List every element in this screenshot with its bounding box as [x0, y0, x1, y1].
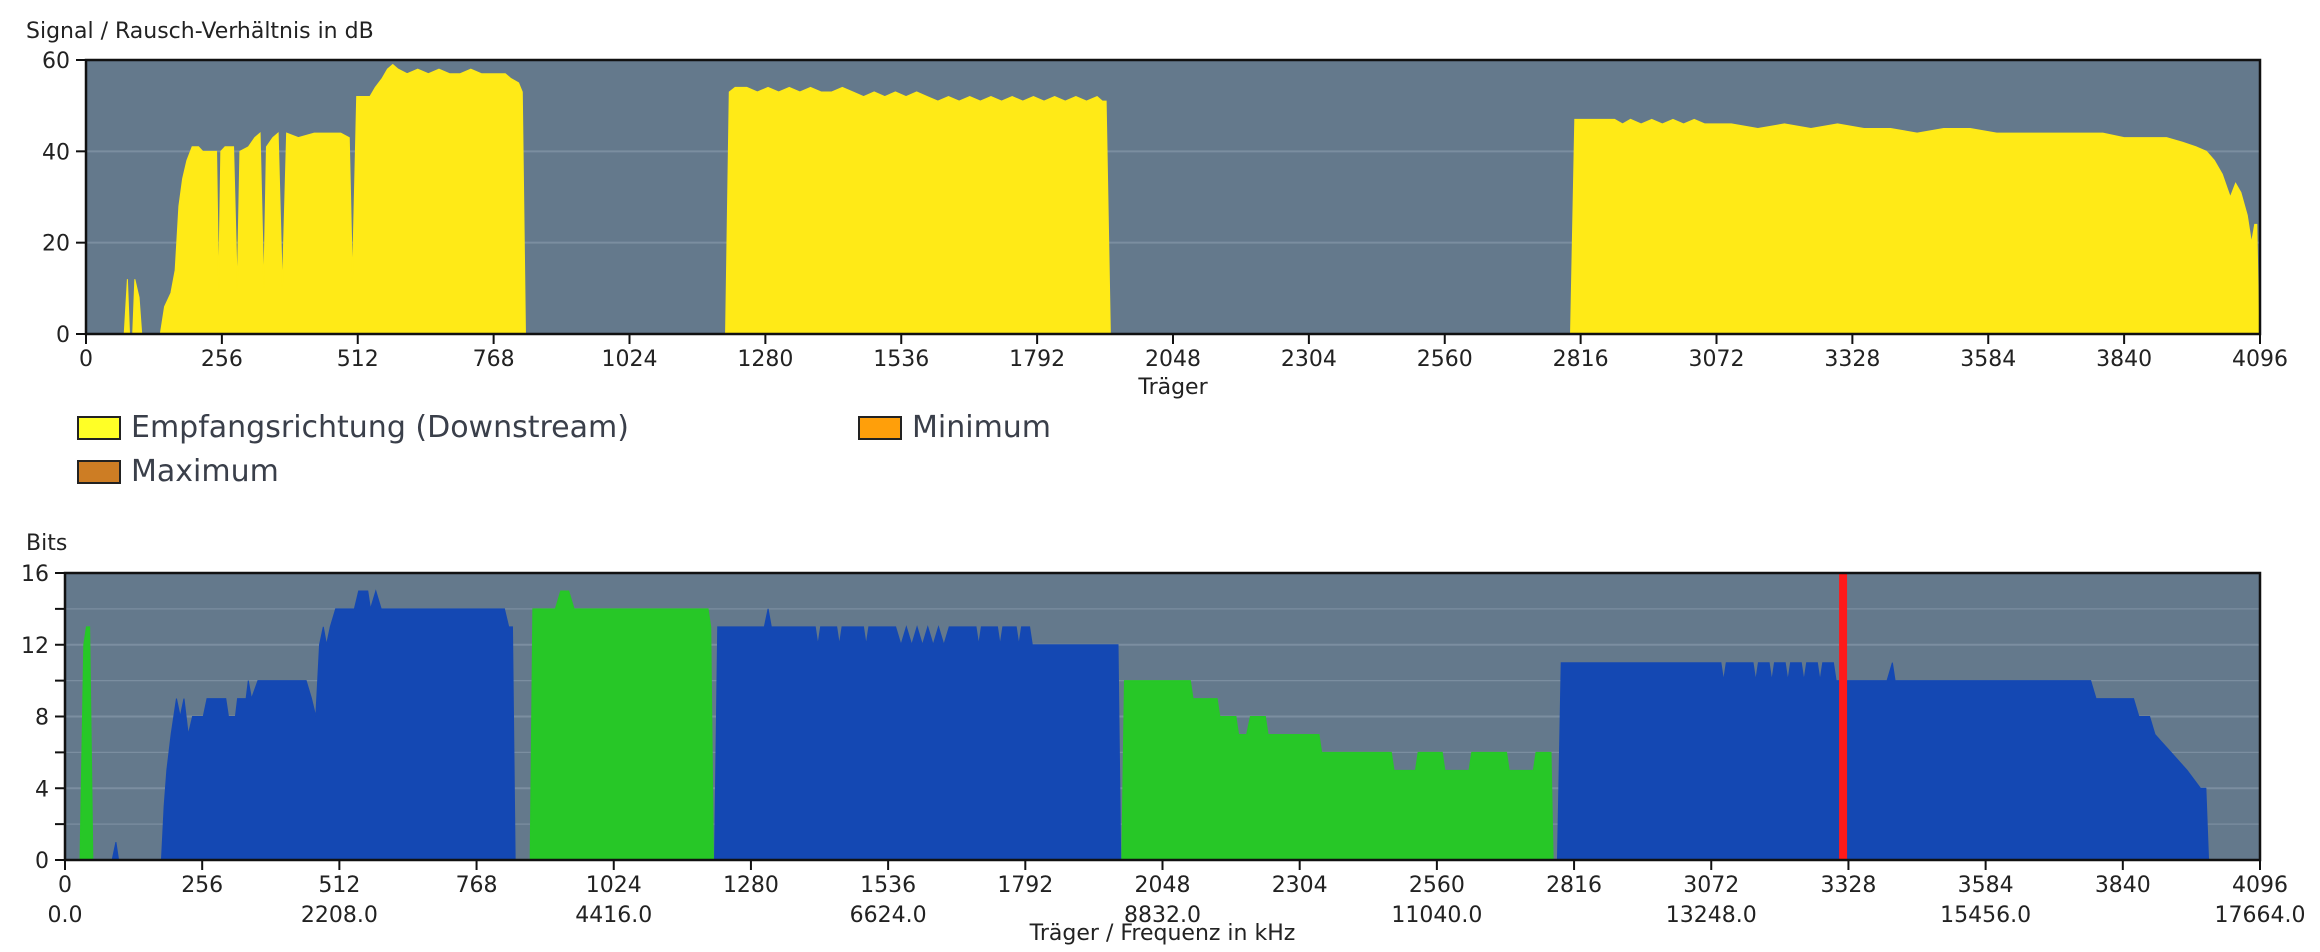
x-tick-label: 768	[456, 873, 498, 898]
x-tick-label: 2304	[1281, 347, 1337, 372]
legend-downstream-label: Empfangsrichtung (Downstream)	[131, 410, 629, 445]
y-tick-label: 16	[21, 562, 49, 587]
x-tick-label: 4096	[2232, 347, 2288, 372]
y-tick-label: 20	[42, 232, 70, 257]
x-tick-label-frequency: 8832.0	[1124, 903, 1201, 928]
x-tick-label-frequency: 17664.0	[2215, 903, 2306, 928]
x-tick-label: 3840	[2096, 347, 2152, 372]
x-tick-label: 2560	[1417, 347, 1473, 372]
x-tick-label-frequency: 15456.0	[1940, 903, 2031, 928]
y-tick-label: 60	[42, 49, 70, 74]
x-tick-label: 2816	[1553, 347, 1609, 372]
legend-maximum-swatch	[77, 459, 121, 484]
x-tick-label: 1536	[873, 347, 929, 372]
snr-chart: 0 20 40 60 0 256 512 768 1024 1280 1536 1792 2048 230…	[26, 19, 2288, 400]
x-tick-label-frequency: 0.0	[48, 903, 83, 928]
x-tick-label: 256	[201, 347, 243, 372]
x-tick-label: 1536	[860, 873, 916, 898]
legend-minimum-swatch	[858, 415, 902, 440]
x-tick-label-frequency: 6624.0	[850, 903, 927, 928]
y-axis-title: Signal / Rausch-Verhältnis in dB	[26, 19, 374, 44]
x-tick-label-frequency: 2208.0	[301, 903, 378, 928]
legend-maximum: Maximum	[77, 454, 279, 489]
y-tick-label: 4	[35, 777, 49, 802]
x-tick-label: 512	[337, 347, 379, 372]
x-tick-label: 2816	[1546, 873, 1602, 898]
x-tick-label: 2048	[1145, 347, 1201, 372]
legend-minimum-label: Minimum	[912, 410, 1052, 445]
x-tick-label: 2048	[1135, 873, 1191, 898]
series-area-0	[123, 63, 2260, 335]
position-marker	[1839, 573, 1848, 860]
y-tick-label: 12	[21, 634, 49, 659]
legend-downstream: Empfangsrichtung (Downstream)	[77, 410, 629, 445]
x-axis-title: Träger	[1137, 375, 1208, 400]
y-tick-label: 0	[35, 849, 49, 874]
x-tick-label: 512	[318, 873, 360, 898]
x-tick-label: 2304	[1272, 873, 1328, 898]
x-tick-label: 0	[79, 347, 93, 372]
x-tick-label: 1280	[723, 873, 779, 898]
legend-minimum: Minimum	[858, 410, 1051, 445]
x-tick-label: 3072	[1683, 873, 1739, 898]
x-tick-label: 3584	[1958, 873, 2014, 898]
x-tick-label: 768	[473, 347, 515, 372]
y-tick-label: 8	[35, 706, 49, 731]
x-tick-label: 3584	[1960, 347, 2016, 372]
x-tick-label: 1792	[1009, 347, 1065, 372]
x-tick-label: 3072	[1689, 347, 1745, 372]
series-area-1	[111, 589, 2210, 861]
y-tick-label: 0	[56, 323, 70, 348]
x-tick-label: 1792	[997, 873, 1053, 898]
y-tick-label: 40	[42, 140, 70, 165]
x-tick-label: 3840	[2095, 873, 2151, 898]
x-tick-label: 3328	[1824, 347, 1880, 372]
bits-chart: 0 4 8 12 16 0 256 512 768 1024 1280 1536 1792 2048 230…	[21, 531, 2305, 946]
x-tick-label: 1024	[602, 347, 658, 372]
legend-maximum-label: Maximum	[131, 454, 279, 489]
x-tick-label: 0	[58, 873, 72, 898]
x-tick-label: 4096	[2232, 873, 2288, 898]
legend-downstream-swatch	[77, 415, 121, 440]
x-tick-label: 2560	[1409, 873, 1465, 898]
x-tick-label: 1024	[586, 873, 642, 898]
x-tick-label: 256	[181, 873, 223, 898]
x-tick-label-frequency: 11040.0	[1391, 903, 1482, 928]
series-area-0	[79, 590, 1554, 861]
x-axis-title: Träger / Frequenz in kHz	[1029, 921, 1296, 946]
x-tick-label: 3328	[1820, 873, 1876, 898]
x-tick-label-frequency: 13248.0	[1666, 903, 1757, 928]
x-tick-label: 1280	[737, 347, 793, 372]
x-tick-label-frequency: 4416.0	[575, 903, 652, 928]
y-axis-title: Bits	[26, 531, 67, 556]
